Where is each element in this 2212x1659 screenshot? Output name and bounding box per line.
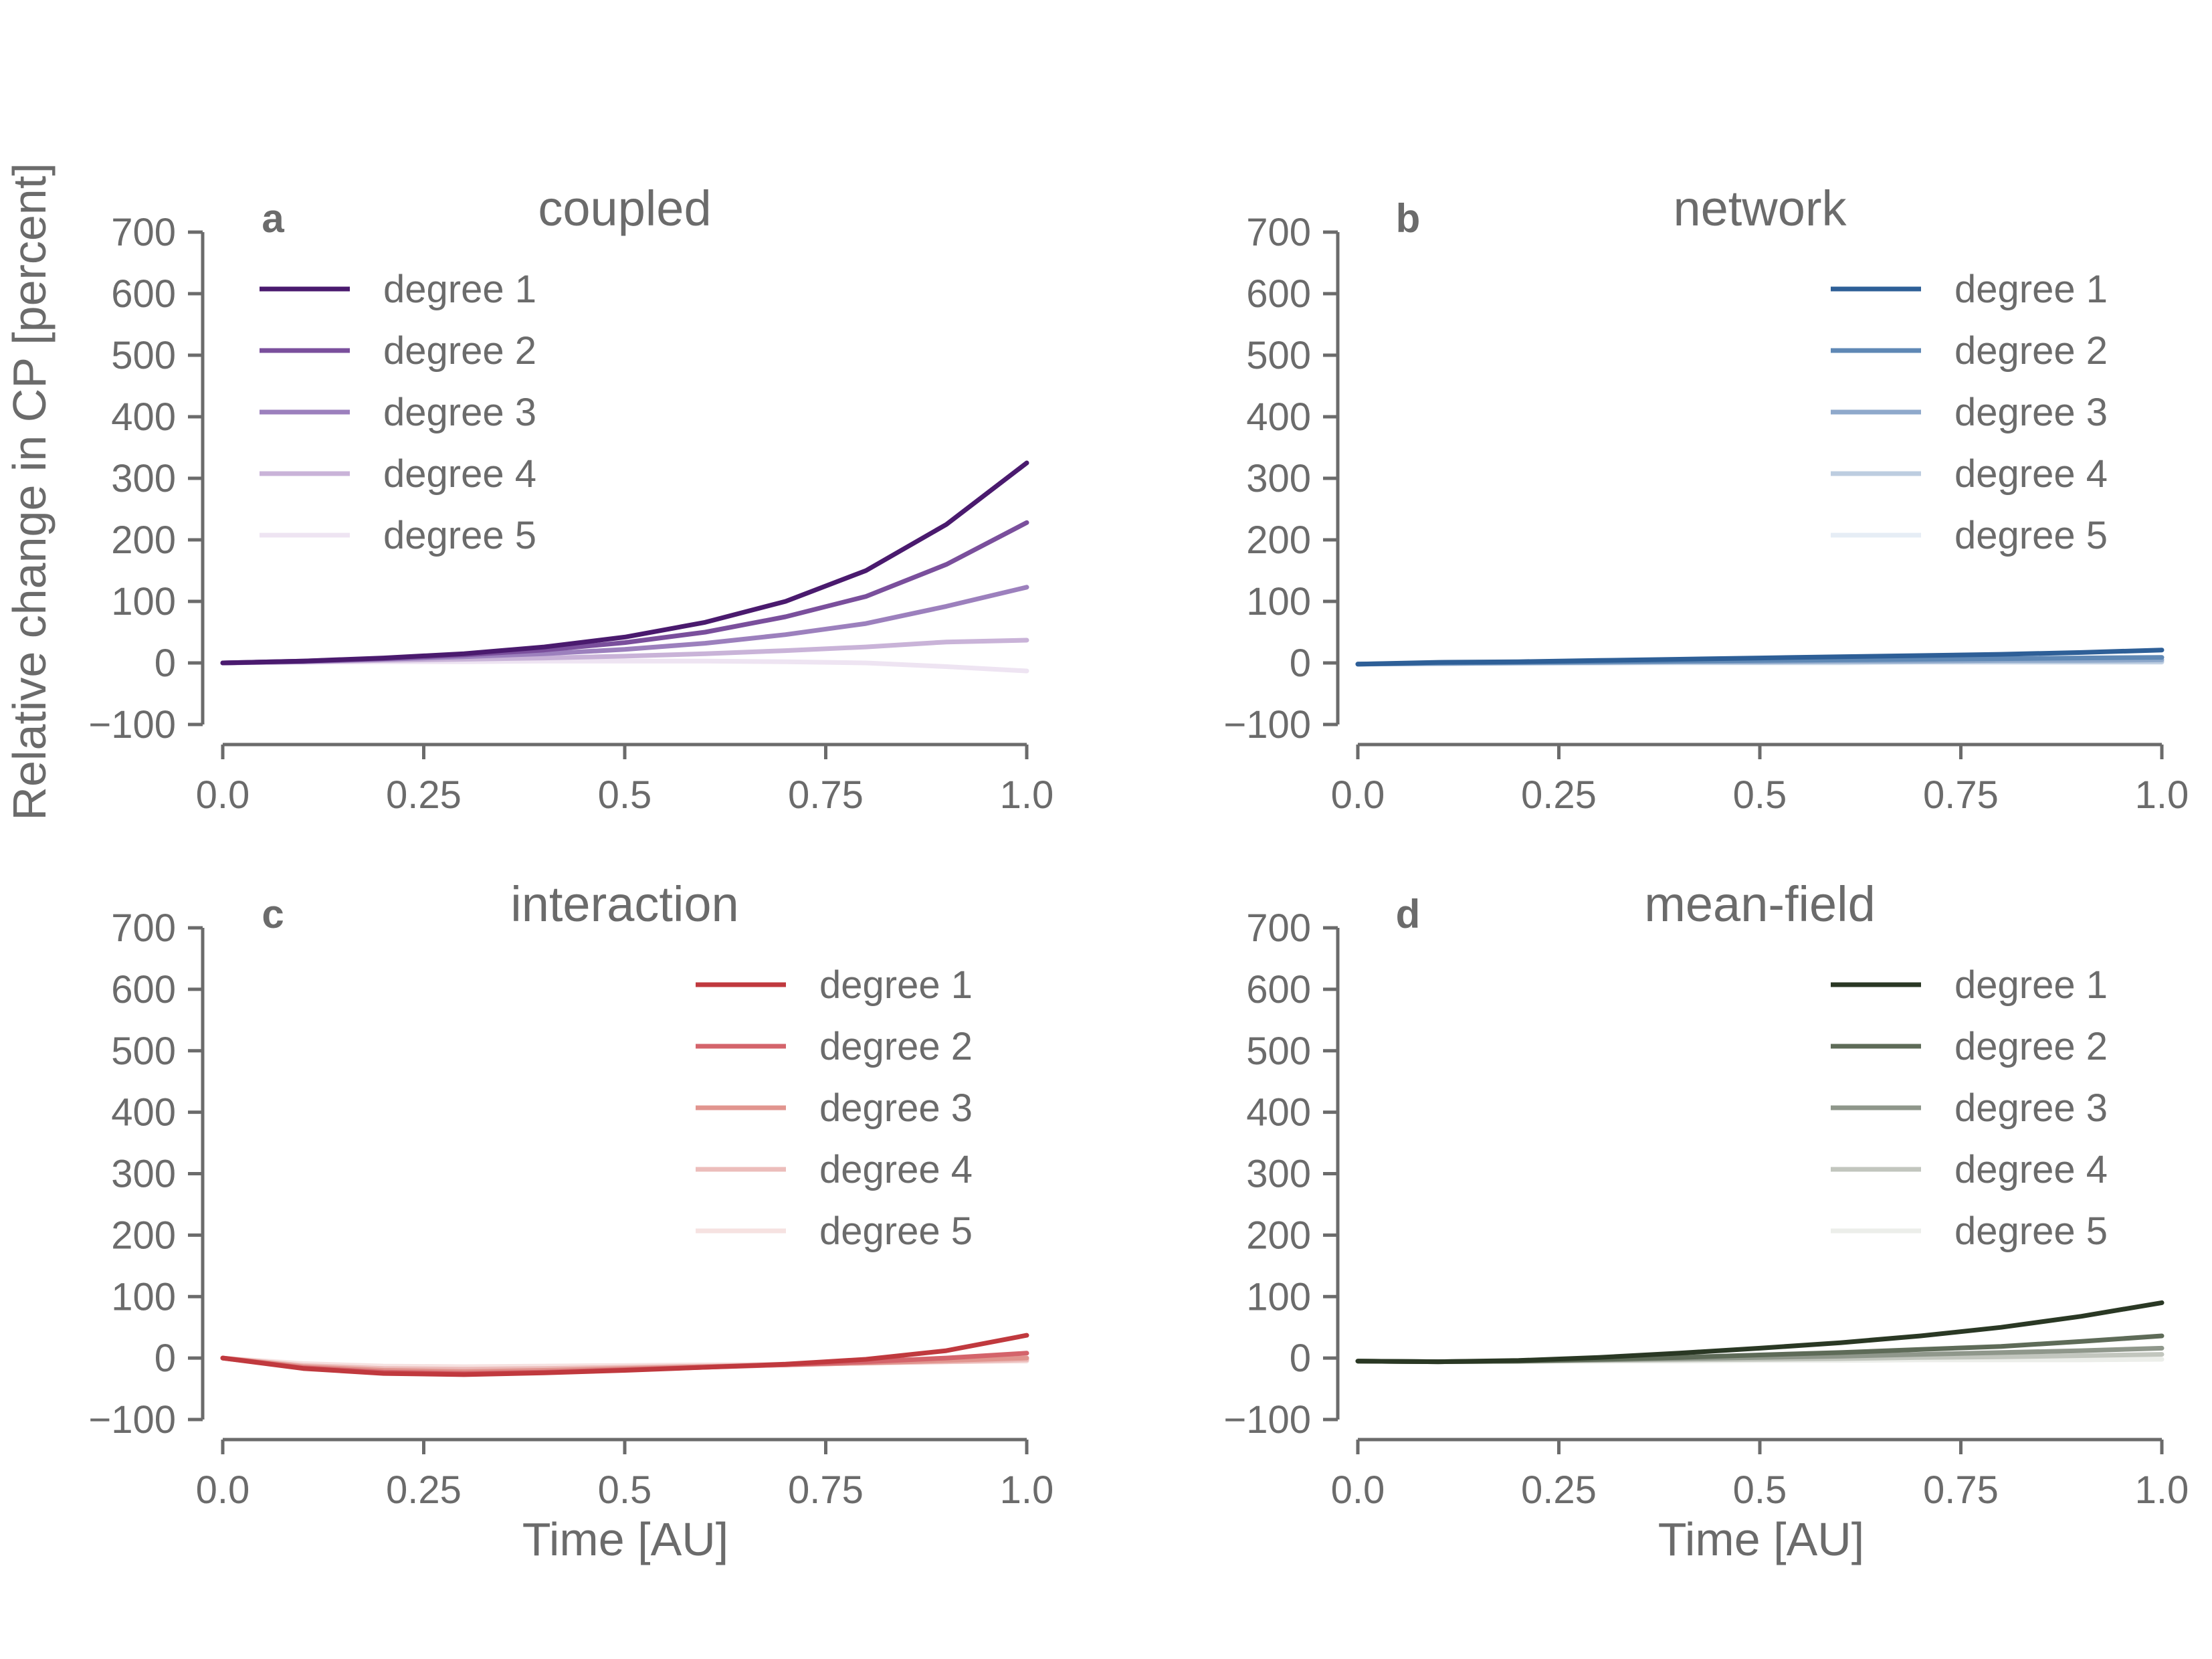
y-tick-label: 600 <box>1246 272 1311 316</box>
legend-label: degree 2 <box>819 1025 973 1068</box>
y-tick-label: −100 <box>88 703 176 747</box>
legend-label: degree 1 <box>1954 268 2108 311</box>
panel-letter: d <box>1396 892 1421 937</box>
legend-label: degree 5 <box>383 514 536 557</box>
panel-c: 700 600 500 400 300 200 100 0 −100 0.0 0.25 0.5 0.75… <box>88 876 1053 1512</box>
y-tick-label: 500 <box>1246 1030 1311 1073</box>
panel-letter: b <box>1396 196 1421 241</box>
y-tick-label: 700 <box>1246 906 1311 950</box>
x-tick-label: 0.25 <box>386 1468 462 1512</box>
x-tick-label: 0.5 <box>598 1468 652 1512</box>
legend-label: degree 2 <box>383 329 536 373</box>
series-line <box>1355 648 2165 667</box>
legend-label: degree 5 <box>819 1209 973 1253</box>
panel-d: 700 600 500 400 300 200 100 0 −100 0.0 0.25 0.5 0.75… <box>1223 876 2189 1512</box>
y-tick-label: 600 <box>1246 968 1311 1011</box>
y-tick-label: 600 <box>111 272 176 316</box>
y-tick-label: 300 <box>1246 457 1311 500</box>
y-tick-label: 700 <box>111 906 176 950</box>
y-tick-label: 300 <box>111 457 176 500</box>
x-tick-label: 0.25 <box>1521 773 1597 817</box>
legend-label: degree 4 <box>819 1148 973 1191</box>
y-tick-label: 500 <box>1246 334 1311 377</box>
y-tick-label: 400 <box>1246 395 1311 439</box>
y-tick-label: 500 <box>111 334 176 377</box>
x-tick-label: 1.0 <box>2135 773 2189 817</box>
y-tick-label: 200 <box>111 518 176 562</box>
x-tick-label: 0.75 <box>788 1468 864 1512</box>
x-axis-label-right: Time [AU] <box>1658 1513 1865 1565</box>
panel-letter: c <box>262 892 284 937</box>
x-tick-label: 0.75 <box>1923 1468 1999 1512</box>
x-tick-label: 0.0 <box>1331 1468 1385 1512</box>
legend-label: degree 1 <box>1954 963 2108 1007</box>
y-tick-label: −100 <box>1223 1398 1311 1442</box>
y-tick-label: 0 <box>155 1337 176 1380</box>
x-tick-label: 0.5 <box>598 773 652 817</box>
legend-label: degree 3 <box>1954 1086 2108 1130</box>
legend-label: degree 3 <box>383 391 536 434</box>
y-tick-label: 300 <box>111 1153 176 1196</box>
x-axis-label-left: Time [AU] <box>522 1513 729 1565</box>
panel-b: 700 600 500 400 300 200 100 0 −100 0.0 0.25 0.5 0.75… <box>1223 181 2189 817</box>
legend-label: degree 4 <box>383 452 536 496</box>
legend-label: degree 1 <box>383 268 536 311</box>
panel-letter: a <box>262 196 284 241</box>
y-tick-label: 200 <box>1246 518 1311 562</box>
x-tick-label: 0.5 <box>1733 1468 1787 1512</box>
y-axis-label: Relative change in CP [percent] <box>3 163 56 820</box>
y-tick-label: 700 <box>111 211 176 254</box>
legend-label: degree 3 <box>1954 391 2108 434</box>
x-tick-label: 1.0 <box>1000 773 1054 817</box>
y-tick-label: 400 <box>111 395 176 439</box>
y-tick-label: 300 <box>1246 1153 1311 1196</box>
y-tick-label: 400 <box>111 1091 176 1135</box>
legend-label: degree 4 <box>1954 1148 2108 1191</box>
series-line <box>220 460 1029 666</box>
x-tick-label: 0.25 <box>1521 1468 1597 1512</box>
legend-label: degree 1 <box>819 963 973 1007</box>
legend-label: degree 5 <box>1954 514 2108 557</box>
panel-title: interaction <box>510 876 738 932</box>
y-tick-label: 0 <box>155 642 176 685</box>
x-tick-label: 0.0 <box>196 1468 250 1512</box>
x-tick-label: 0.0 <box>196 773 250 817</box>
series-line <box>1355 1300 2165 1365</box>
y-tick-label: 0 <box>1290 642 1311 685</box>
x-tick-label: 0.75 <box>788 773 864 817</box>
series-line <box>220 1333 1029 1377</box>
panel-a: 700 600 500 400 300 200 100 0 −100 0.0 0.25 0.5 0.75… <box>88 181 1053 817</box>
x-tick-label: 0.0 <box>1331 773 1385 817</box>
x-tick-label: 0.25 <box>386 773 462 817</box>
series-line <box>220 585 1029 666</box>
legend-label: degree 2 <box>1954 1025 2108 1068</box>
y-tick-label: −100 <box>1223 703 1311 747</box>
legend-label: degree 2 <box>1954 329 2108 373</box>
legend-label: degree 4 <box>1954 452 2108 496</box>
y-tick-label: 0 <box>1290 1337 1311 1380</box>
y-tick-label: 200 <box>1246 1213 1311 1257</box>
y-tick-label: 100 <box>111 1275 176 1319</box>
y-tick-label: 200 <box>111 1213 176 1257</box>
y-tick-label: 500 <box>111 1030 176 1073</box>
y-tick-label: 100 <box>111 580 176 623</box>
y-tick-label: 600 <box>111 968 176 1011</box>
y-tick-label: −100 <box>88 1398 176 1442</box>
y-tick-label: 100 <box>1246 580 1311 623</box>
y-tick-label: 100 <box>1246 1275 1311 1319</box>
panel-title: mean-field <box>1644 876 1876 932</box>
x-tick-label: 0.75 <box>1923 773 1999 817</box>
y-tick-label: 700 <box>1246 211 1311 254</box>
legend-label: degree 5 <box>1954 1209 2108 1253</box>
y-tick-label: 400 <box>1246 1091 1311 1135</box>
x-tick-label: 0.5 <box>1733 773 1787 817</box>
x-tick-label: 1.0 <box>2135 1468 2189 1512</box>
panel-title: network <box>1673 181 1847 236</box>
panel-title: coupled <box>538 181 711 236</box>
series-line <box>220 520 1029 666</box>
legend-label: degree 3 <box>819 1086 973 1130</box>
x-tick-label: 1.0 <box>1000 1468 1054 1512</box>
